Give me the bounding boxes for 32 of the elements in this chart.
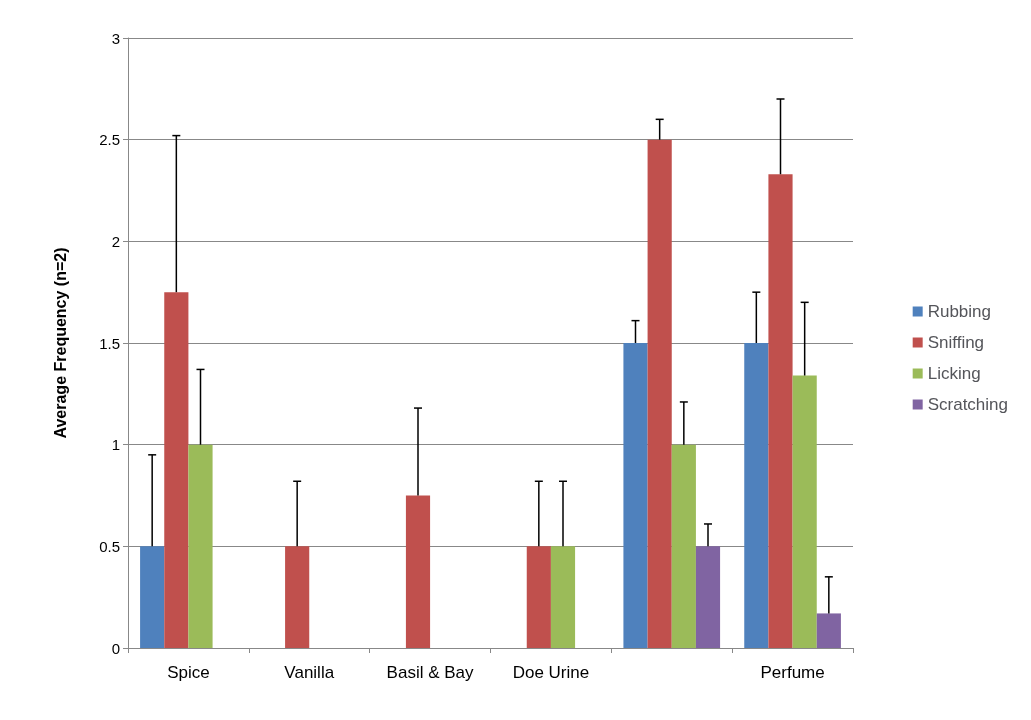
- bar: [671, 444, 696, 648]
- y-tick-label: 3: [111, 29, 120, 47]
- bar: [695, 546, 721, 648]
- bar: [188, 444, 213, 648]
- bar: [285, 546, 310, 648]
- bar: [405, 495, 431, 648]
- x-tick-label: Spice: [167, 663, 210, 682]
- bar: [526, 546, 551, 648]
- legend-label: Scratching: [927, 395, 1009, 414]
- legend-label: Licking: [927, 364, 981, 383]
- bar: [164, 292, 189, 648]
- y-tick-label: 0.5: [99, 537, 120, 555]
- legend-label: Rubbing: [927, 302, 992, 321]
- bar: [550, 546, 576, 648]
- y-tick-label: 2.5: [99, 131, 120, 149]
- y-axis-title: Average Frequency (n=2): [51, 247, 69, 439]
- bar: [816, 613, 841, 648]
- bar: [744, 343, 769, 648]
- bar: [647, 139, 672, 648]
- x-tick-label: Doe Urine: [512, 663, 590, 682]
- y-tick-label: 1.5: [99, 334, 120, 352]
- x-tick-label: Perfume: [760, 663, 825, 682]
- bar: [768, 174, 793, 648]
- y-tick-label: 2: [111, 232, 120, 250]
- x-tick-label: Basil & Bay: [386, 663, 475, 682]
- x-tick-label: Vanilla: [284, 663, 335, 682]
- bar: [623, 343, 648, 648]
- bar: [792, 375, 817, 648]
- y-tick-label: 0: [111, 639, 120, 657]
- bar: [140, 546, 165, 648]
- y-tick-label: 1: [111, 436, 120, 454]
- legend-label: Sniffing: [927, 333, 985, 352]
